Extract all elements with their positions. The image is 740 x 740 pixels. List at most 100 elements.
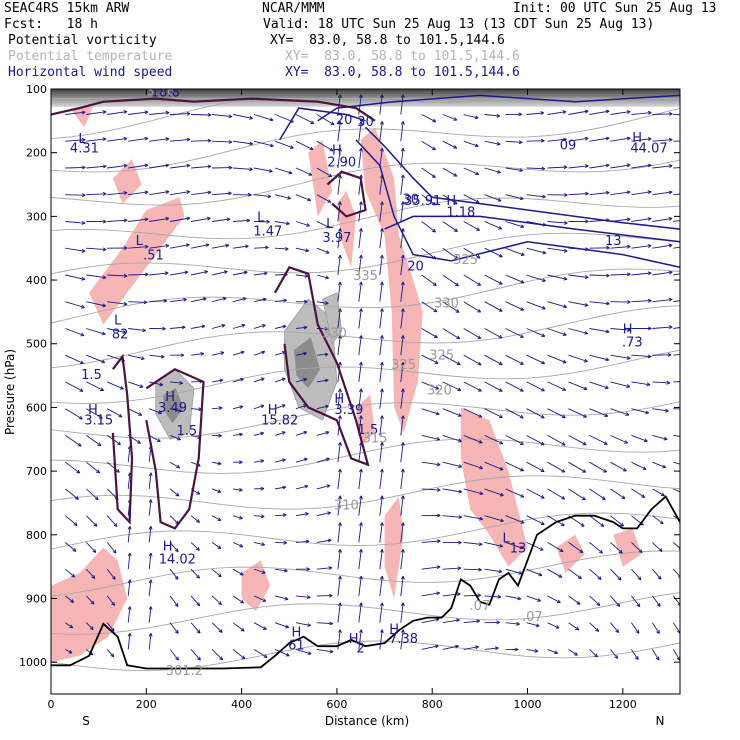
- wind-arrow: [169, 649, 179, 661]
- wind-arrowhead: [685, 408, 688, 411]
- wind-arrow: [107, 301, 128, 305]
- wind-arrow: [610, 434, 628, 444]
- wind-arrowhead: [282, 458, 286, 463]
- wind-arrowhead: [455, 309, 460, 313]
- field-wind-name: Horizontal wind speed: [8, 65, 173, 80]
- wind-arrowhead: [219, 378, 224, 383]
- wind-arrow: [547, 166, 568, 169]
- wind-arrowhead: [647, 271, 652, 276]
- wind-arrow: [631, 300, 652, 303]
- wind-arrow: [568, 165, 589, 169]
- contour-label: L: [326, 217, 334, 232]
- wind-arrowhead: [239, 432, 243, 437]
- wind-arrowhead: [324, 352, 329, 357]
- wind-arrowhead: [102, 303, 107, 308]
- wind-arrowhead: [606, 273, 610, 278]
- wind-arrowhead: [605, 136, 610, 141]
- wind-arrow: [463, 594, 481, 597]
- wind-arrow: [526, 140, 545, 142]
- wind-arrow: [484, 515, 504, 522]
- wind-arrow: [505, 408, 524, 419]
- wind-arrow: [631, 191, 652, 196]
- wind-speed-contour: [317, 94, 680, 122]
- wind-arrowhead: [618, 549, 623, 554]
- wind-arrowhead: [160, 354, 165, 359]
- wind-arrowhead: [282, 513, 287, 517]
- wind-arrow: [253, 351, 265, 356]
- wind-arrowhead: [690, 191, 693, 194]
- wind-arrowhead: [186, 111, 191, 116]
- wind-arrow: [631, 568, 642, 581]
- wind-arrow: [316, 194, 332, 203]
- wind-arrowhead: [80, 332, 85, 337]
- wind-arrowhead: [479, 465, 484, 470]
- wind-arrow: [65, 274, 85, 280]
- contour-label: 1.18: [446, 205, 475, 220]
- wind-arrowhead: [327, 511, 331, 516]
- wind-arrowhead: [327, 538, 332, 543]
- wind-arrow: [65, 542, 77, 552]
- wind-arrow: [547, 138, 567, 142]
- wind-arrow: [128, 191, 149, 196]
- wind-arrowhead: [263, 654, 268, 658]
- wind-arrowhead: [324, 378, 329, 383]
- wind-arrow: [547, 488, 566, 500]
- wind-arrowhead: [456, 592, 461, 597]
- wind-arrow: [379, 281, 383, 302]
- wind-arrow: [568, 354, 588, 362]
- theta-isoline: [51, 197, 680, 240]
- wind-arrow: [505, 381, 524, 392]
- wind-arrowhead: [458, 489, 463, 494]
- y-tick-label: 300: [26, 210, 47, 223]
- wind-arrow: [127, 472, 131, 489]
- wind-arrowhead: [682, 463, 686, 466]
- wind-arrow: [316, 114, 335, 126]
- wind-arrowhead: [690, 165, 693, 168]
- wind-arrow: [505, 461, 524, 472]
- wind-arrowhead: [305, 248, 309, 253]
- wind-arrowhead: [541, 333, 546, 337]
- wind-arrow: [568, 595, 581, 605]
- wind-arrowhead: [562, 110, 567, 114]
- wind-arrow: [211, 324, 226, 329]
- wind-arrow: [253, 595, 266, 602]
- wind-arrow: [610, 408, 630, 416]
- wind-arrow: [253, 114, 274, 121]
- wind-arrow: [421, 328, 438, 339]
- wind-arrow: [212, 192, 232, 196]
- wind-arrowhead: [90, 600, 95, 605]
- wind-arrow: [505, 247, 525, 256]
- wind-arrowhead: [458, 515, 463, 519]
- wind-arrowhead: [359, 468, 363, 473]
- pv-contour: [145, 367, 205, 530]
- wind-arrow: [631, 649, 639, 660]
- wind-arrowhead: [127, 632, 132, 637]
- wind-arrowhead: [400, 602, 405, 607]
- wind-arrow: [274, 167, 293, 174]
- wind-arrow: [170, 164, 191, 169]
- wind-arrowhead: [202, 297, 207, 301]
- wind-arrowhead: [647, 244, 652, 248]
- wind-arrow: [421, 140, 436, 151]
- wind-arrowhead: [582, 441, 587, 446]
- wind-arrow: [106, 622, 115, 632]
- wind-arrow: [358, 362, 362, 382]
- wind-arrowhead: [584, 109, 589, 114]
- wind-arrow: [128, 164, 149, 169]
- wind-arrow: [610, 649, 619, 659]
- wind-arrow: [358, 629, 362, 650]
- wind-arrow: [358, 228, 362, 249]
- wind-arrow: [484, 541, 503, 547]
- contour-label: 301.2: [166, 664, 203, 679]
- wind-arrowhead: [223, 270, 228, 274]
- contour-label: 3.49: [158, 401, 187, 416]
- wind-arrow: [400, 576, 404, 596]
- wind-arrowhead: [380, 281, 384, 286]
- wind-arrow: [421, 247, 437, 260]
- wind-arrow: [379, 228, 383, 249]
- wind-arrowhead: [175, 492, 180, 497]
- wind-arrowhead: [400, 94, 405, 99]
- wind-arrow: [107, 111, 128, 115]
- contour-label: .07: [470, 599, 491, 614]
- wind-arrow: [673, 327, 680, 329]
